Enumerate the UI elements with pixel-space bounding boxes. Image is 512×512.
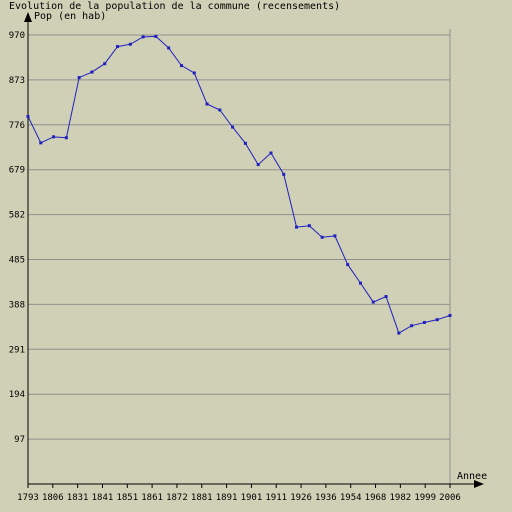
x-axis-label: Annee bbox=[457, 471, 487, 482]
x-tick-label: 1872 bbox=[166, 493, 188, 503]
x-tick-label: 1861 bbox=[141, 493, 163, 503]
data-point bbox=[256, 163, 260, 167]
x-tick-label: 1982 bbox=[390, 493, 412, 503]
x-tick-label: 1968 bbox=[365, 493, 387, 503]
y-tick-label: 582 bbox=[9, 211, 25, 221]
data-point bbox=[205, 102, 209, 106]
data-point bbox=[384, 295, 388, 299]
data-point bbox=[397, 331, 401, 335]
x-axis-arrow bbox=[474, 480, 484, 488]
x-tick-label: 1926 bbox=[290, 493, 312, 503]
y-tick-label: 485 bbox=[9, 256, 25, 266]
y-axis-label: Pop (en hab) bbox=[34, 11, 106, 22]
data-point bbox=[358, 281, 362, 285]
data-point bbox=[90, 70, 94, 74]
data-point bbox=[116, 45, 120, 49]
x-tick-label: 1881 bbox=[191, 493, 213, 503]
series-line bbox=[27, 35, 451, 334]
y-tick-label: 97 bbox=[14, 435, 25, 445]
data-point bbox=[269, 151, 273, 155]
data-point bbox=[167, 46, 171, 50]
data-point bbox=[422, 320, 426, 324]
data-point bbox=[64, 136, 68, 140]
y-tick-label: 388 bbox=[9, 300, 25, 310]
x-tick-label: 1954 bbox=[340, 493, 362, 503]
data-point bbox=[295, 225, 299, 229]
x-tick-label: 1936 bbox=[315, 493, 337, 503]
data-point bbox=[77, 76, 81, 80]
x-tick-label: 1841 bbox=[92, 493, 114, 503]
data-point bbox=[179, 64, 183, 68]
x-tick-label: 1851 bbox=[116, 493, 138, 503]
chart-title: Evolution de la population de la commune… bbox=[9, 1, 340, 12]
data-point bbox=[410, 324, 414, 328]
x-tick-label: 1911 bbox=[265, 493, 287, 503]
y-tick-label: 970 bbox=[9, 31, 25, 41]
data-point bbox=[231, 125, 235, 129]
population-series bbox=[26, 34, 452, 335]
x-tick-label: 1793 bbox=[17, 493, 39, 503]
x-tick-label: 1831 bbox=[67, 493, 89, 503]
x-tick-label: 1999 bbox=[414, 493, 436, 503]
data-point bbox=[26, 114, 30, 118]
data-point bbox=[435, 318, 439, 322]
data-point bbox=[52, 135, 56, 139]
y-axis-arrow bbox=[24, 12, 32, 22]
data-point bbox=[141, 35, 145, 39]
data-point bbox=[192, 71, 196, 75]
y-tick-label: 873 bbox=[9, 76, 25, 86]
y-tick-labels: 97 194 291 388 485 582 679 776 873 970 bbox=[9, 31, 25, 445]
data-point bbox=[39, 141, 43, 145]
x-tick-label: 1901 bbox=[241, 493, 263, 503]
data-point bbox=[448, 314, 452, 318]
data-point bbox=[154, 34, 158, 38]
data-point bbox=[218, 108, 222, 112]
data-point bbox=[346, 263, 350, 267]
data-point bbox=[282, 172, 286, 176]
grid-lines bbox=[28, 29, 451, 484]
x-tick-label: 2006 bbox=[439, 493, 461, 503]
data-point bbox=[371, 300, 375, 304]
data-point bbox=[103, 62, 107, 66]
x-tick-label: 1806 bbox=[42, 493, 64, 503]
data-point bbox=[307, 224, 311, 228]
data-point bbox=[128, 42, 132, 46]
y-tick-label: 679 bbox=[9, 166, 25, 176]
x-tick-label: 1891 bbox=[216, 493, 238, 503]
x-tick-labels: 1793 1806 1831 1841 1851 1861 1872 1881 1891 1901… bbox=[17, 484, 461, 503]
y-tick-label: 194 bbox=[9, 390, 25, 400]
y-tick-label: 291 bbox=[9, 345, 25, 355]
data-point bbox=[333, 234, 337, 238]
y-tick-label: 776 bbox=[9, 121, 25, 131]
data-point bbox=[243, 141, 247, 145]
data-point bbox=[320, 235, 324, 239]
